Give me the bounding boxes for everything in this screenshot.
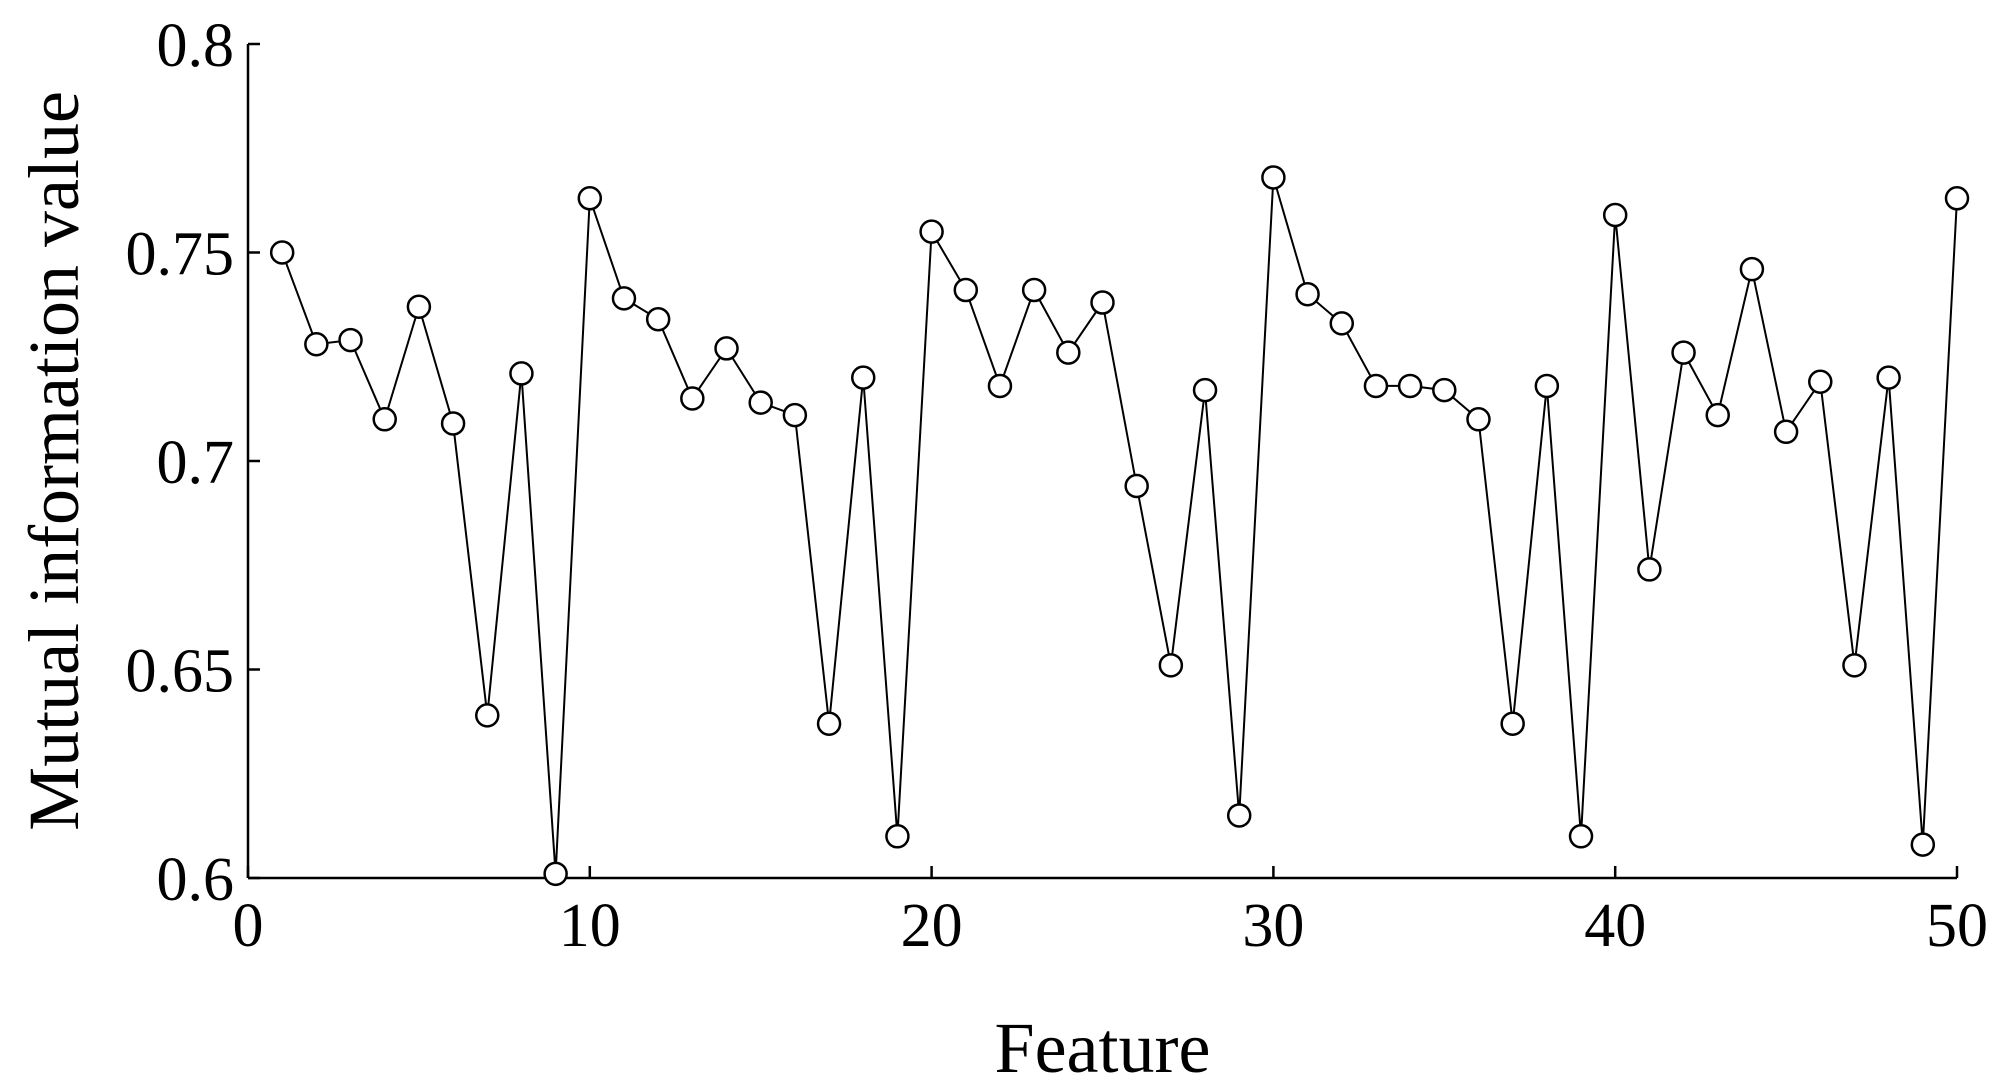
data-point: [1329, 311, 1355, 336]
data-point: [1944, 186, 1970, 211]
data-point: [509, 361, 534, 386]
data-point: [1534, 373, 1560, 399]
y-tick-label: 0.8: [157, 12, 235, 80]
y-tick-label: 0.75: [126, 221, 235, 289]
data-point: [1705, 402, 1730, 428]
data-point: [338, 327, 363, 353]
data-point: [269, 240, 295, 265]
data-point: [1090, 290, 1115, 315]
data-point: [782, 402, 808, 428]
ticks: 0 10 20 30 40 50 0.6 0.65 0.7 0.75 0.8: [126, 12, 1989, 960]
data-point: [885, 824, 910, 849]
y-tick-label: 0.65: [126, 638, 235, 706]
data-point: [1568, 824, 1594, 849]
data-point: [440, 411, 466, 436]
data-point: [987, 373, 1013, 399]
axes: [246, 44, 1957, 880]
data-point: [304, 331, 329, 357]
data-point: [1773, 419, 1799, 445]
y-axis-title: Mutual information value: [14, 91, 94, 831]
data-point: [1466, 407, 1491, 432]
data-point: [1124, 473, 1149, 499]
data-point: [1876, 365, 1901, 390]
data-point: [645, 306, 671, 332]
data-point: [611, 286, 637, 311]
data-point: [475, 703, 500, 728]
data-point: [372, 407, 397, 432]
data-point: [953, 277, 979, 303]
data-point: [1637, 557, 1662, 582]
data-point: [1021, 277, 1047, 303]
data-point: [680, 386, 705, 411]
data-point: [1226, 803, 1252, 828]
series-line: [281, 177, 1958, 874]
data-point: [543, 861, 568, 887]
data-point: [1363, 373, 1389, 399]
data-point: [1910, 832, 1936, 857]
data-point: [1842, 653, 1867, 678]
x-axis-title: Feature: [995, 1008, 1211, 1086]
x-tick-label: 40: [1584, 892, 1646, 960]
x-tick-label: 20: [901, 892, 963, 960]
y-tick-label: 0.6: [157, 846, 235, 914]
x-tick-label: 10: [559, 892, 621, 960]
data-point: [406, 294, 432, 319]
data-point: [1397, 373, 1423, 399]
data-point: [1295, 281, 1320, 307]
data-point: [919, 219, 944, 244]
data-point: [1432, 377, 1457, 403]
data-point: [1671, 340, 1696, 365]
data-point: [850, 365, 876, 390]
data-point: [1808, 369, 1833, 395]
data-point: [1500, 711, 1525, 736]
x-tick-label: 50: [1926, 892, 1988, 960]
data-point: [1739, 256, 1765, 282]
data-series: [269, 165, 1970, 887]
data-point: [1192, 377, 1218, 403]
data-point: [714, 336, 739, 361]
data-point: [577, 186, 603, 211]
data-point: [1261, 165, 1286, 190]
data-point: [1056, 340, 1081, 365]
x-tick-label: 0: [233, 892, 264, 960]
data-point: [1158, 653, 1184, 678]
x-tick-label: 30: [1242, 892, 1304, 960]
data-point: [1602, 202, 1628, 228]
data-point: [816, 711, 842, 736]
y-tick-label: 0.7: [157, 429, 235, 497]
data-point: [748, 390, 773, 415]
